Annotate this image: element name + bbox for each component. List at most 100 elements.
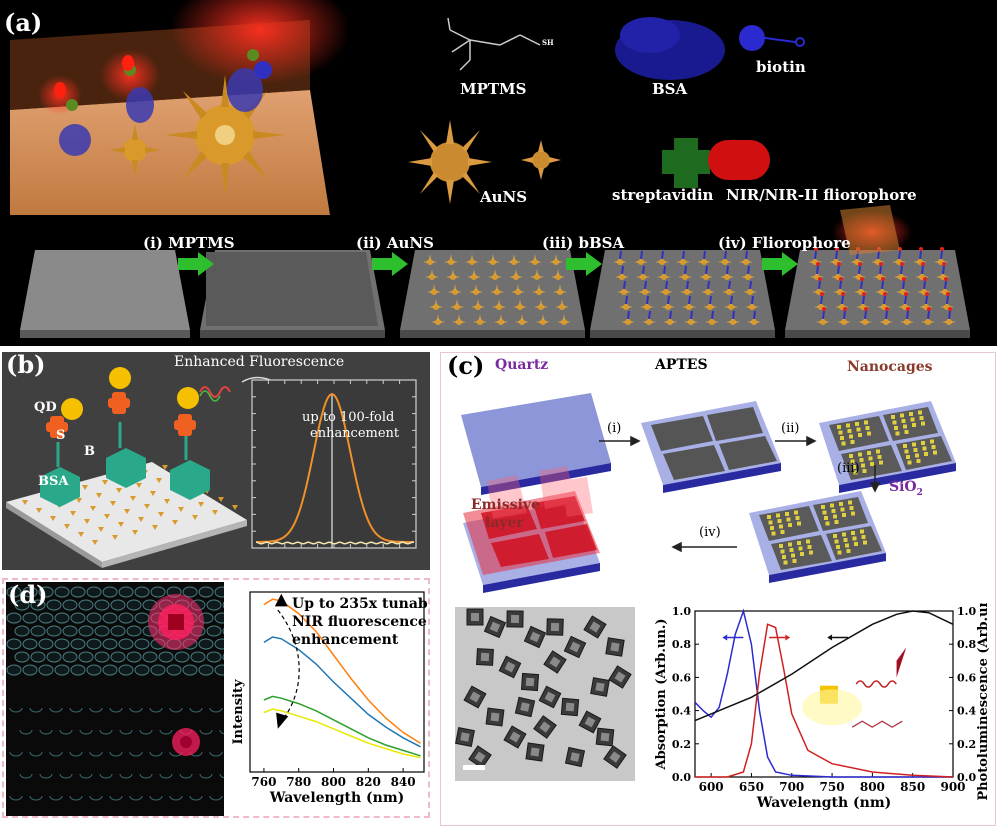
nanohole [70,664,86,676]
nanocup [69,795,83,801]
substrate-gold-star [555,299,569,310]
gold-triangle [110,501,116,506]
nanocage-particle [608,665,632,689]
c-y-tick-label-left: 0.0 [672,771,691,784]
nanohole [134,638,150,650]
nanocage-dot [919,416,924,420]
nanocup [49,751,63,757]
nanocage-dot [843,538,848,542]
tem-scale-bar [463,765,485,770]
substrate-gold-star [425,269,439,280]
bsa-strand [753,310,756,320]
fluorophore-dot [862,292,866,296]
nanocage-particle [543,650,567,674]
sio2-subscript: 2 [916,487,923,498]
d-series-line-3 [263,708,421,759]
nanocage-particle [455,727,475,747]
substrate-gold-star [638,280,652,295]
gold-triangle [92,540,98,545]
c-molecule-sketch [851,720,903,728]
substrate-5 [785,250,970,338]
nanohole [38,638,54,650]
nanocup [139,729,153,735]
nanocage-particle [560,697,580,717]
bsa-strand [841,295,844,305]
nanohole [14,599,30,611]
fluorophore-dot [942,262,946,266]
nanocage-dot [895,431,900,436]
nanocage-dot [868,456,873,461]
nanohole [174,651,190,663]
nanocup [29,751,43,757]
nanocage-dot [862,469,867,473]
nanocage-dot [921,421,925,426]
nanocage-dot [838,430,843,435]
c-chart-group: 600 650 700 750 800 850 9000.00.20.40.60.81.00… [654,603,991,811]
nanocage-dot [791,553,795,558]
d-dashed-arrow [277,609,300,722]
bsa-strand [948,310,951,320]
fluorescence-spot-core [168,614,184,630]
substrate-gold-star [492,299,506,310]
bsa-strand [751,295,754,305]
bsa-strand [627,310,630,320]
nanocage-dot [780,549,785,554]
nanocage-dot [912,442,916,447]
gold-triangle [164,499,170,504]
nanocage-dot [831,509,836,513]
panel-b-illustration [6,367,417,568]
nanohole [94,651,110,663]
nanocage-dot [837,425,841,429]
bsa-strand [747,265,750,275]
nanocage-dot [786,517,791,522]
fluorophore-dot [835,247,839,251]
auns-label: AuNS [480,188,528,206]
substrate-2 [200,250,385,338]
substrate-gold-star [858,307,872,325]
c-emission-arrowhead [896,647,907,678]
emissive-layer-substrate [463,466,600,593]
nanocage-dot [840,436,844,440]
gold-triangle [112,535,118,540]
nanocage-particle [468,745,492,769]
nanohole [198,664,214,676]
bsa-strand [923,280,926,290]
nanohole [118,612,134,624]
nanohole [54,612,70,624]
nanohole [78,599,94,611]
c-series-line-2 [694,610,954,722]
substrate-gold-star [701,280,715,295]
substrate-gold-star [636,265,650,280]
nanocup [189,707,203,713]
nanohole [38,612,54,624]
nanocup [199,773,213,779]
panel-d-tag: (d) [8,580,48,609]
step-c-iv: (iv) [699,525,721,540]
nanocages-label: Nanocages [847,359,933,375]
nanocup [199,729,213,735]
bsa-strand [881,280,884,290]
bsa-hexagon-1 [40,467,80,507]
nanocup [169,795,183,801]
nanohole [214,586,224,598]
nanocage-dot [807,545,812,549]
nanocage-dot [910,417,915,422]
c-y-tick-label-left: 0.4 [672,705,691,718]
c-ylabel-left: Absorption (Arb.un.) [654,619,669,771]
gold-triangle [82,485,88,490]
biotin-ball [739,25,765,51]
substrate-gold-star [532,284,546,295]
nanocage-dot [933,450,937,455]
nanocage-dot [788,523,792,527]
substrate-3-stars [423,254,571,325]
substrate-gold-star [703,295,717,310]
nanohole [54,586,70,598]
nanocage-dot [846,423,850,428]
nanocage-particle [466,608,484,626]
substrate-gold-star [486,254,500,265]
c-cube-glow [802,689,863,726]
substrate-gold-star [896,277,910,295]
substrate-gold-star [465,254,479,265]
substrate-gold-star [446,269,460,280]
bsa-strand [730,295,733,305]
